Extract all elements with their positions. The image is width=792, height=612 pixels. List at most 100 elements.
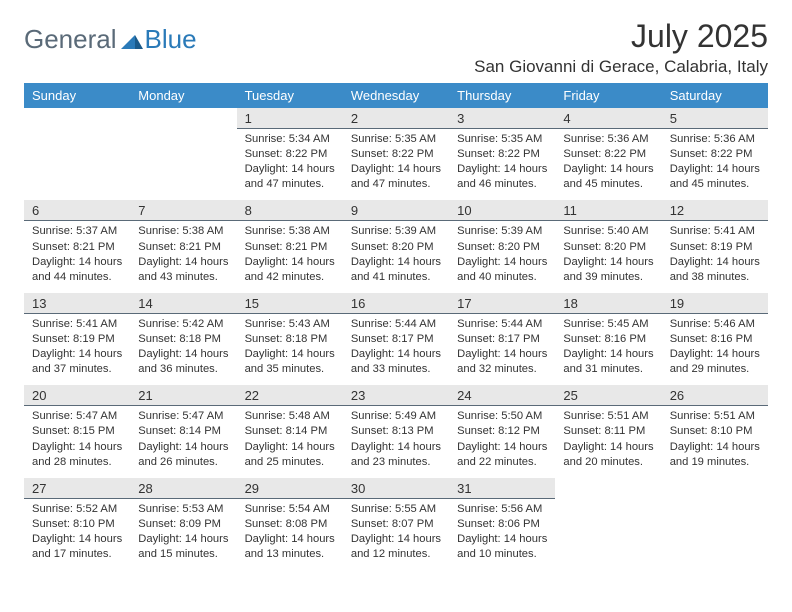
day-number-cell (662, 478, 768, 499)
daylight-text: Daylight: 14 hours and 45 minutes. (670, 162, 760, 192)
day-number-cell: 8 (237, 200, 343, 221)
sunrise-text: Sunrise: 5:47 AM (138, 409, 228, 424)
day-number-row: 13141516171819 (24, 293, 768, 314)
day-content-cell: Sunrise: 5:55 AMSunset: 8:07 PMDaylight:… (343, 498, 449, 570)
sunset-text: Sunset: 8:18 PM (245, 332, 335, 347)
brand-text-1: General (24, 24, 117, 55)
daylight-text: Daylight: 14 hours and 47 minutes. (245, 162, 335, 192)
sunset-text: Sunset: 8:22 PM (351, 147, 441, 162)
day-content-cell: Sunrise: 5:44 AMSunset: 8:17 PMDaylight:… (343, 313, 449, 385)
brand-logo: General Blue (24, 24, 197, 55)
day-number-cell: 5 (662, 108, 768, 129)
sunset-text: Sunset: 8:07 PM (351, 517, 441, 532)
sunrise-text: Sunrise: 5:44 AM (457, 317, 547, 332)
day-content-cell: Sunrise: 5:47 AMSunset: 8:14 PMDaylight:… (130, 406, 236, 478)
sunrise-text: Sunrise: 5:38 AM (138, 224, 228, 239)
day-content-cell: Sunrise: 5:35 AMSunset: 8:22 PMDaylight:… (343, 129, 449, 201)
sunset-text: Sunset: 8:14 PM (245, 424, 335, 439)
day-content-cell (24, 129, 130, 201)
sunset-text: Sunset: 8:17 PM (457, 332, 547, 347)
day-content-cell: Sunrise: 5:49 AMSunset: 8:13 PMDaylight:… (343, 406, 449, 478)
daylight-text: Daylight: 14 hours and 39 minutes. (563, 255, 653, 285)
daylight-text: Daylight: 14 hours and 46 minutes. (457, 162, 547, 192)
month-title: July 2025 (474, 18, 768, 55)
sunrise-text: Sunrise: 5:39 AM (351, 224, 441, 239)
sunrise-text: Sunrise: 5:42 AM (138, 317, 228, 332)
daylight-text: Daylight: 14 hours and 26 minutes. (138, 440, 228, 470)
sunrise-text: Sunrise: 5:46 AM (670, 317, 760, 332)
day-content-cell (555, 498, 661, 570)
daylight-text: Daylight: 14 hours and 25 minutes. (245, 440, 335, 470)
sunrise-text: Sunrise: 5:50 AM (457, 409, 547, 424)
daylight-text: Daylight: 14 hours and 10 minutes. (457, 532, 547, 562)
header: General Blue July 2025 San Giovanni di G… (24, 18, 768, 77)
sunrise-text: Sunrise: 5:51 AM (563, 409, 653, 424)
daylight-text: Daylight: 14 hours and 19 minutes. (670, 440, 760, 470)
day-content-cell: Sunrise: 5:47 AMSunset: 8:15 PMDaylight:… (24, 406, 130, 478)
day-content-row: Sunrise: 5:37 AM Sunset: 8:21 PM Daylight:… (24, 221, 768, 293)
sunset-text: Sunset: 8:16 PM (563, 332, 653, 347)
title-block: July 2025 San Giovanni di Gerace, Calabr… (474, 18, 768, 77)
day-number-cell (130, 108, 236, 129)
day-content-cell: Sunrise: 5:38 AMSunset: 8:21 PMDaylight:… (130, 221, 236, 293)
day-number-cell: 23 (343, 385, 449, 406)
page: General Blue July 2025 San Giovanni di G… (0, 0, 792, 570)
day-number-cell: 11 (555, 200, 661, 221)
sunrise-text: Sunrise: 5:53 AM (138, 502, 228, 517)
day-number-row: 20212223242526 (24, 385, 768, 406)
sunset-text: Sunset: 8:18 PM (138, 332, 228, 347)
daylight-text: Daylight: 14 hours and 13 minutes. (245, 532, 335, 562)
calendar-table: Sunday Monday Tuesday Wednesday Thursday… (24, 83, 768, 570)
daylight-text: Daylight: 14 hours and 40 minutes. (457, 255, 547, 285)
daylight-text: Daylight: 14 hours and 33 minutes. (351, 347, 441, 377)
day-content-cell: Sunrise: 5:44 AMSunset: 8:17 PMDaylight:… (449, 313, 555, 385)
day-number-cell: 12 (662, 200, 768, 221)
daylight-text: Daylight: 14 hours and 47 minutes. (351, 162, 441, 192)
location-text: San Giovanni di Gerace, Calabria, Italy (474, 57, 768, 77)
weekday-header: Saturday (662, 83, 768, 108)
sunset-text: Sunset: 8:10 PM (670, 424, 760, 439)
day-number-cell: 26 (662, 385, 768, 406)
day-number-cell: 16 (343, 293, 449, 314)
sunset-text: Sunset: 8:22 PM (457, 147, 547, 162)
sunset-text: Sunset: 8:14 PM (138, 424, 228, 439)
sunrise-text: Sunrise: 5:56 AM (457, 502, 547, 517)
sunset-text: Sunset: 8:19 PM (32, 332, 122, 347)
brand-text-2: Blue (145, 24, 197, 55)
day-content-cell: Sunrise: 5:38 AMSunset: 8:21 PMDaylight:… (237, 221, 343, 293)
day-content-cell: Sunrise: 5:51 AMSunset: 8:10 PMDaylight:… (662, 406, 768, 478)
sunset-text: Sunset: 8:15 PM (32, 424, 122, 439)
weekday-header-row: Sunday Monday Tuesday Wednesday Thursday… (24, 83, 768, 108)
day-content-cell: Sunrise: 5:51 AMSunset: 8:11 PMDaylight:… (555, 406, 661, 478)
sunset-text: Sunset: 8:20 PM (457, 240, 547, 255)
sunrise-text: Sunrise: 5:47 AM (32, 409, 122, 424)
sunrise-text: Sunrise: 5:35 AM (457, 132, 547, 147)
sunrise-text: Sunrise: 5:49 AM (351, 409, 441, 424)
sunset-text: Sunset: 8:08 PM (245, 517, 335, 532)
sunrise-text: Sunrise: 5:36 AM (670, 132, 760, 147)
day-number-cell: 22 (237, 385, 343, 406)
day-content-cell: Sunrise: 5:56 AMSunset: 8:06 PMDaylight:… (449, 498, 555, 570)
day-number-cell: 25 (555, 385, 661, 406)
day-number-cell: 24 (449, 385, 555, 406)
day-number-cell: 4 (555, 108, 661, 129)
brand-triangle-icon (121, 31, 143, 49)
day-number-cell: 29 (237, 478, 343, 499)
day-content-cell: Sunrise: 5:53 AMSunset: 8:09 PMDaylight:… (130, 498, 236, 570)
day-number-cell: 14 (130, 293, 236, 314)
sunset-text: Sunset: 8:21 PM (138, 240, 228, 255)
sunset-text: Sunset: 8:22 PM (563, 147, 653, 162)
sunset-text: Sunset: 8:13 PM (351, 424, 441, 439)
daylight-text: Daylight: 14 hours and 17 minutes. (32, 532, 122, 562)
daylight-text: Daylight: 14 hours and 12 minutes. (351, 532, 441, 562)
day-number-cell: 19 (662, 293, 768, 314)
sunset-text: Sunset: 8:12 PM (457, 424, 547, 439)
sunrise-text: Sunrise: 5:37 AM (32, 224, 122, 239)
weekday-header: Monday (130, 83, 236, 108)
day-number-cell (24, 108, 130, 129)
weekday-header: Wednesday (343, 83, 449, 108)
day-content-row: Sunrise: 5:47 AMSunset: 8:15 PMDaylight:… (24, 406, 768, 478)
day-number-cell: 3 (449, 108, 555, 129)
day-content-cell: Sunrise: 5:36 AMSunset: 8:22 PMDaylight:… (662, 129, 768, 201)
sunrise-text: Sunrise: 5:39 AM (457, 224, 547, 239)
